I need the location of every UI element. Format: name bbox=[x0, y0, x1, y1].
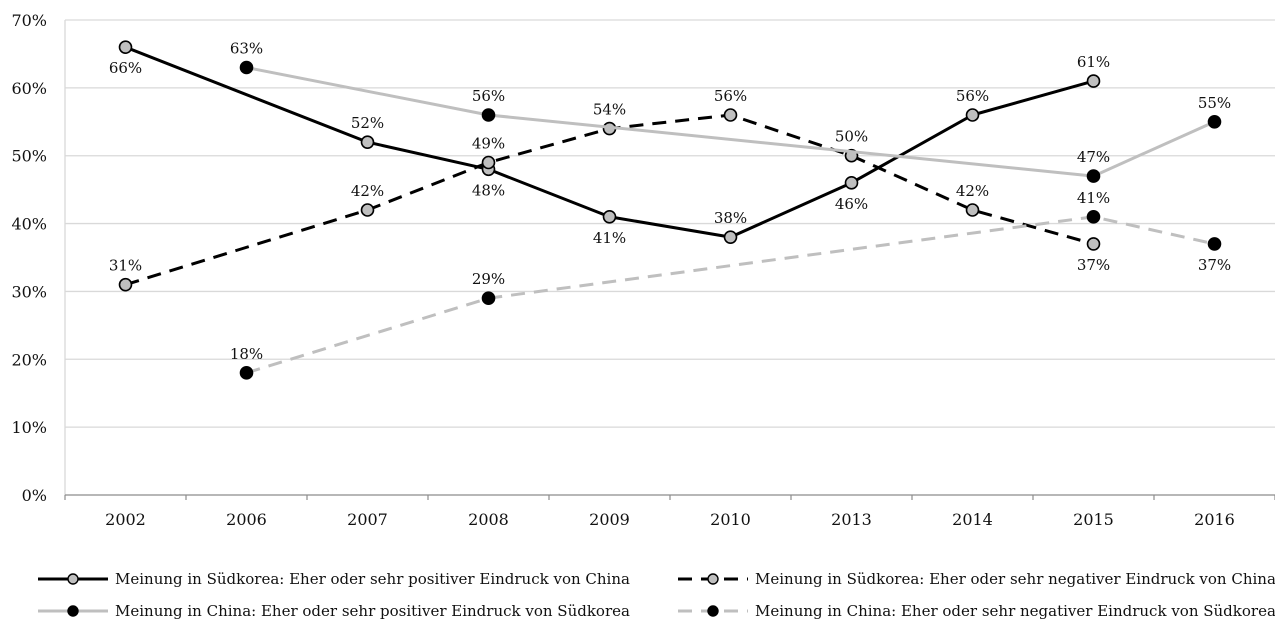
legend-swatch-marker bbox=[67, 605, 79, 617]
data-point bbox=[481, 108, 496, 122]
y-tick-label: 30% bbox=[11, 282, 47, 301]
data-label: 56% bbox=[956, 87, 989, 105]
x-tick-label: 2010 bbox=[710, 510, 751, 529]
y-tick-label: 20% bbox=[11, 350, 47, 369]
data-point bbox=[723, 230, 738, 244]
data-point bbox=[481, 291, 496, 306]
data-label: 55% bbox=[1198, 94, 1231, 112]
data-label: 38% bbox=[714, 209, 747, 227]
data-point bbox=[360, 203, 375, 217]
data-point bbox=[965, 203, 980, 217]
x-tick-label: 2006 bbox=[226, 510, 267, 529]
data-label: 42% bbox=[351, 182, 384, 200]
legend-swatch-marker bbox=[707, 573, 719, 585]
data-label: 63% bbox=[230, 40, 263, 58]
series-2 bbox=[118, 108, 1101, 292]
axes: 0% 10% 20% 30% 40% 50% 60% 70% 2002 2006 2007 2008 2… bbox=[11, 11, 1275, 529]
data-point bbox=[1207, 114, 1222, 129]
data-label: 46% bbox=[835, 195, 868, 213]
data-point bbox=[602, 209, 617, 224]
data-label: 61% bbox=[1077, 53, 1110, 71]
y-tick-label: 60% bbox=[11, 79, 47, 98]
y-tick-label: 0% bbox=[22, 486, 47, 505]
legend-label: Meinung in Südkorea: Eher oder sehr posi… bbox=[115, 570, 630, 588]
data-label: 66% bbox=[109, 59, 142, 77]
legend: Meinung in Südkorea: Eher oder sehr posi… bbox=[38, 570, 1275, 620]
data-label: 31% bbox=[109, 257, 142, 275]
data-label: 49% bbox=[472, 135, 505, 153]
data-point bbox=[239, 366, 254, 380]
data-point bbox=[481, 155, 496, 170]
legend-item: Meinung in Südkorea: Eher oder sehr nega… bbox=[678, 570, 1275, 588]
data-label: 29% bbox=[472, 270, 505, 288]
legend-item: Meinung in China: Eher oder sehr negativ… bbox=[678, 602, 1275, 620]
data-point bbox=[844, 176, 859, 190]
data-label: 50% bbox=[835, 128, 868, 146]
series-line bbox=[124, 45, 1094, 239]
data-label: 42% bbox=[956, 182, 989, 200]
data-label: 41% bbox=[593, 229, 626, 247]
legend-item: Meinung in China: Eher oder sehr positiv… bbox=[38, 602, 630, 620]
data-point bbox=[1086, 169, 1101, 183]
data-point bbox=[118, 40, 133, 54]
series-3 bbox=[239, 60, 1222, 183]
data-point bbox=[1086, 74, 1101, 88]
data-label: 52% bbox=[351, 114, 384, 132]
x-tick-label: 2002 bbox=[105, 510, 146, 529]
legend-label: Meinung in Südkorea: Eher oder sehr nega… bbox=[755, 570, 1275, 588]
x-tick-label: 2007 bbox=[347, 510, 388, 529]
legend-swatch-marker bbox=[67, 573, 79, 585]
data-point bbox=[1086, 237, 1101, 251]
y-tick-label: 40% bbox=[11, 215, 47, 234]
y-tick-label: 10% bbox=[11, 418, 47, 437]
x-tick-label: 2013 bbox=[831, 510, 872, 529]
x-tick-label: 2009 bbox=[589, 510, 630, 529]
data-point bbox=[1086, 209, 1101, 224]
x-tick-label: 2014 bbox=[952, 510, 993, 529]
legend-label: Meinung in China: Eher oder sehr negativ… bbox=[755, 602, 1275, 620]
series-line bbox=[125, 113, 1094, 287]
x-tick-label: 2016 bbox=[1194, 510, 1235, 529]
y-tick-label: 70% bbox=[11, 11, 47, 30]
data-point bbox=[239, 60, 254, 75]
data-label: 54% bbox=[593, 101, 626, 119]
data-label: 37% bbox=[1077, 256, 1110, 274]
x-tick-label: 2008 bbox=[468, 510, 509, 529]
y-tick-label: 50% bbox=[11, 147, 47, 166]
series-4 bbox=[239, 209, 1222, 380]
data-point bbox=[118, 277, 133, 292]
data-labels: 66% 52% 48% 41% 38% 46% 56% 61% 31% 42% 49% 54% 56% 5… bbox=[109, 40, 1231, 363]
data-label: 56% bbox=[714, 87, 747, 105]
data-label: 56% bbox=[472, 87, 505, 105]
series-group bbox=[118, 40, 1222, 380]
gridlines bbox=[65, 19, 1275, 428]
data-label: 18% bbox=[230, 345, 263, 363]
data-point bbox=[723, 108, 738, 122]
data-point bbox=[360, 135, 375, 149]
series-line bbox=[246, 215, 1215, 375]
data-point bbox=[1207, 237, 1222, 251]
data-label: 37% bbox=[1198, 256, 1231, 274]
legend-swatch-marker bbox=[707, 605, 719, 617]
data-label: 48% bbox=[472, 181, 505, 199]
legend-label: Meinung in China: Eher oder sehr positiv… bbox=[115, 602, 630, 620]
data-label: 47% bbox=[1077, 148, 1110, 166]
series-line bbox=[246, 66, 1216, 178]
data-point bbox=[965, 108, 980, 122]
x-tick-label: 2015 bbox=[1073, 510, 1114, 529]
data-label: 41% bbox=[1077, 189, 1110, 207]
legend-item: Meinung in Südkorea: Eher oder sehr posi… bbox=[38, 570, 630, 588]
